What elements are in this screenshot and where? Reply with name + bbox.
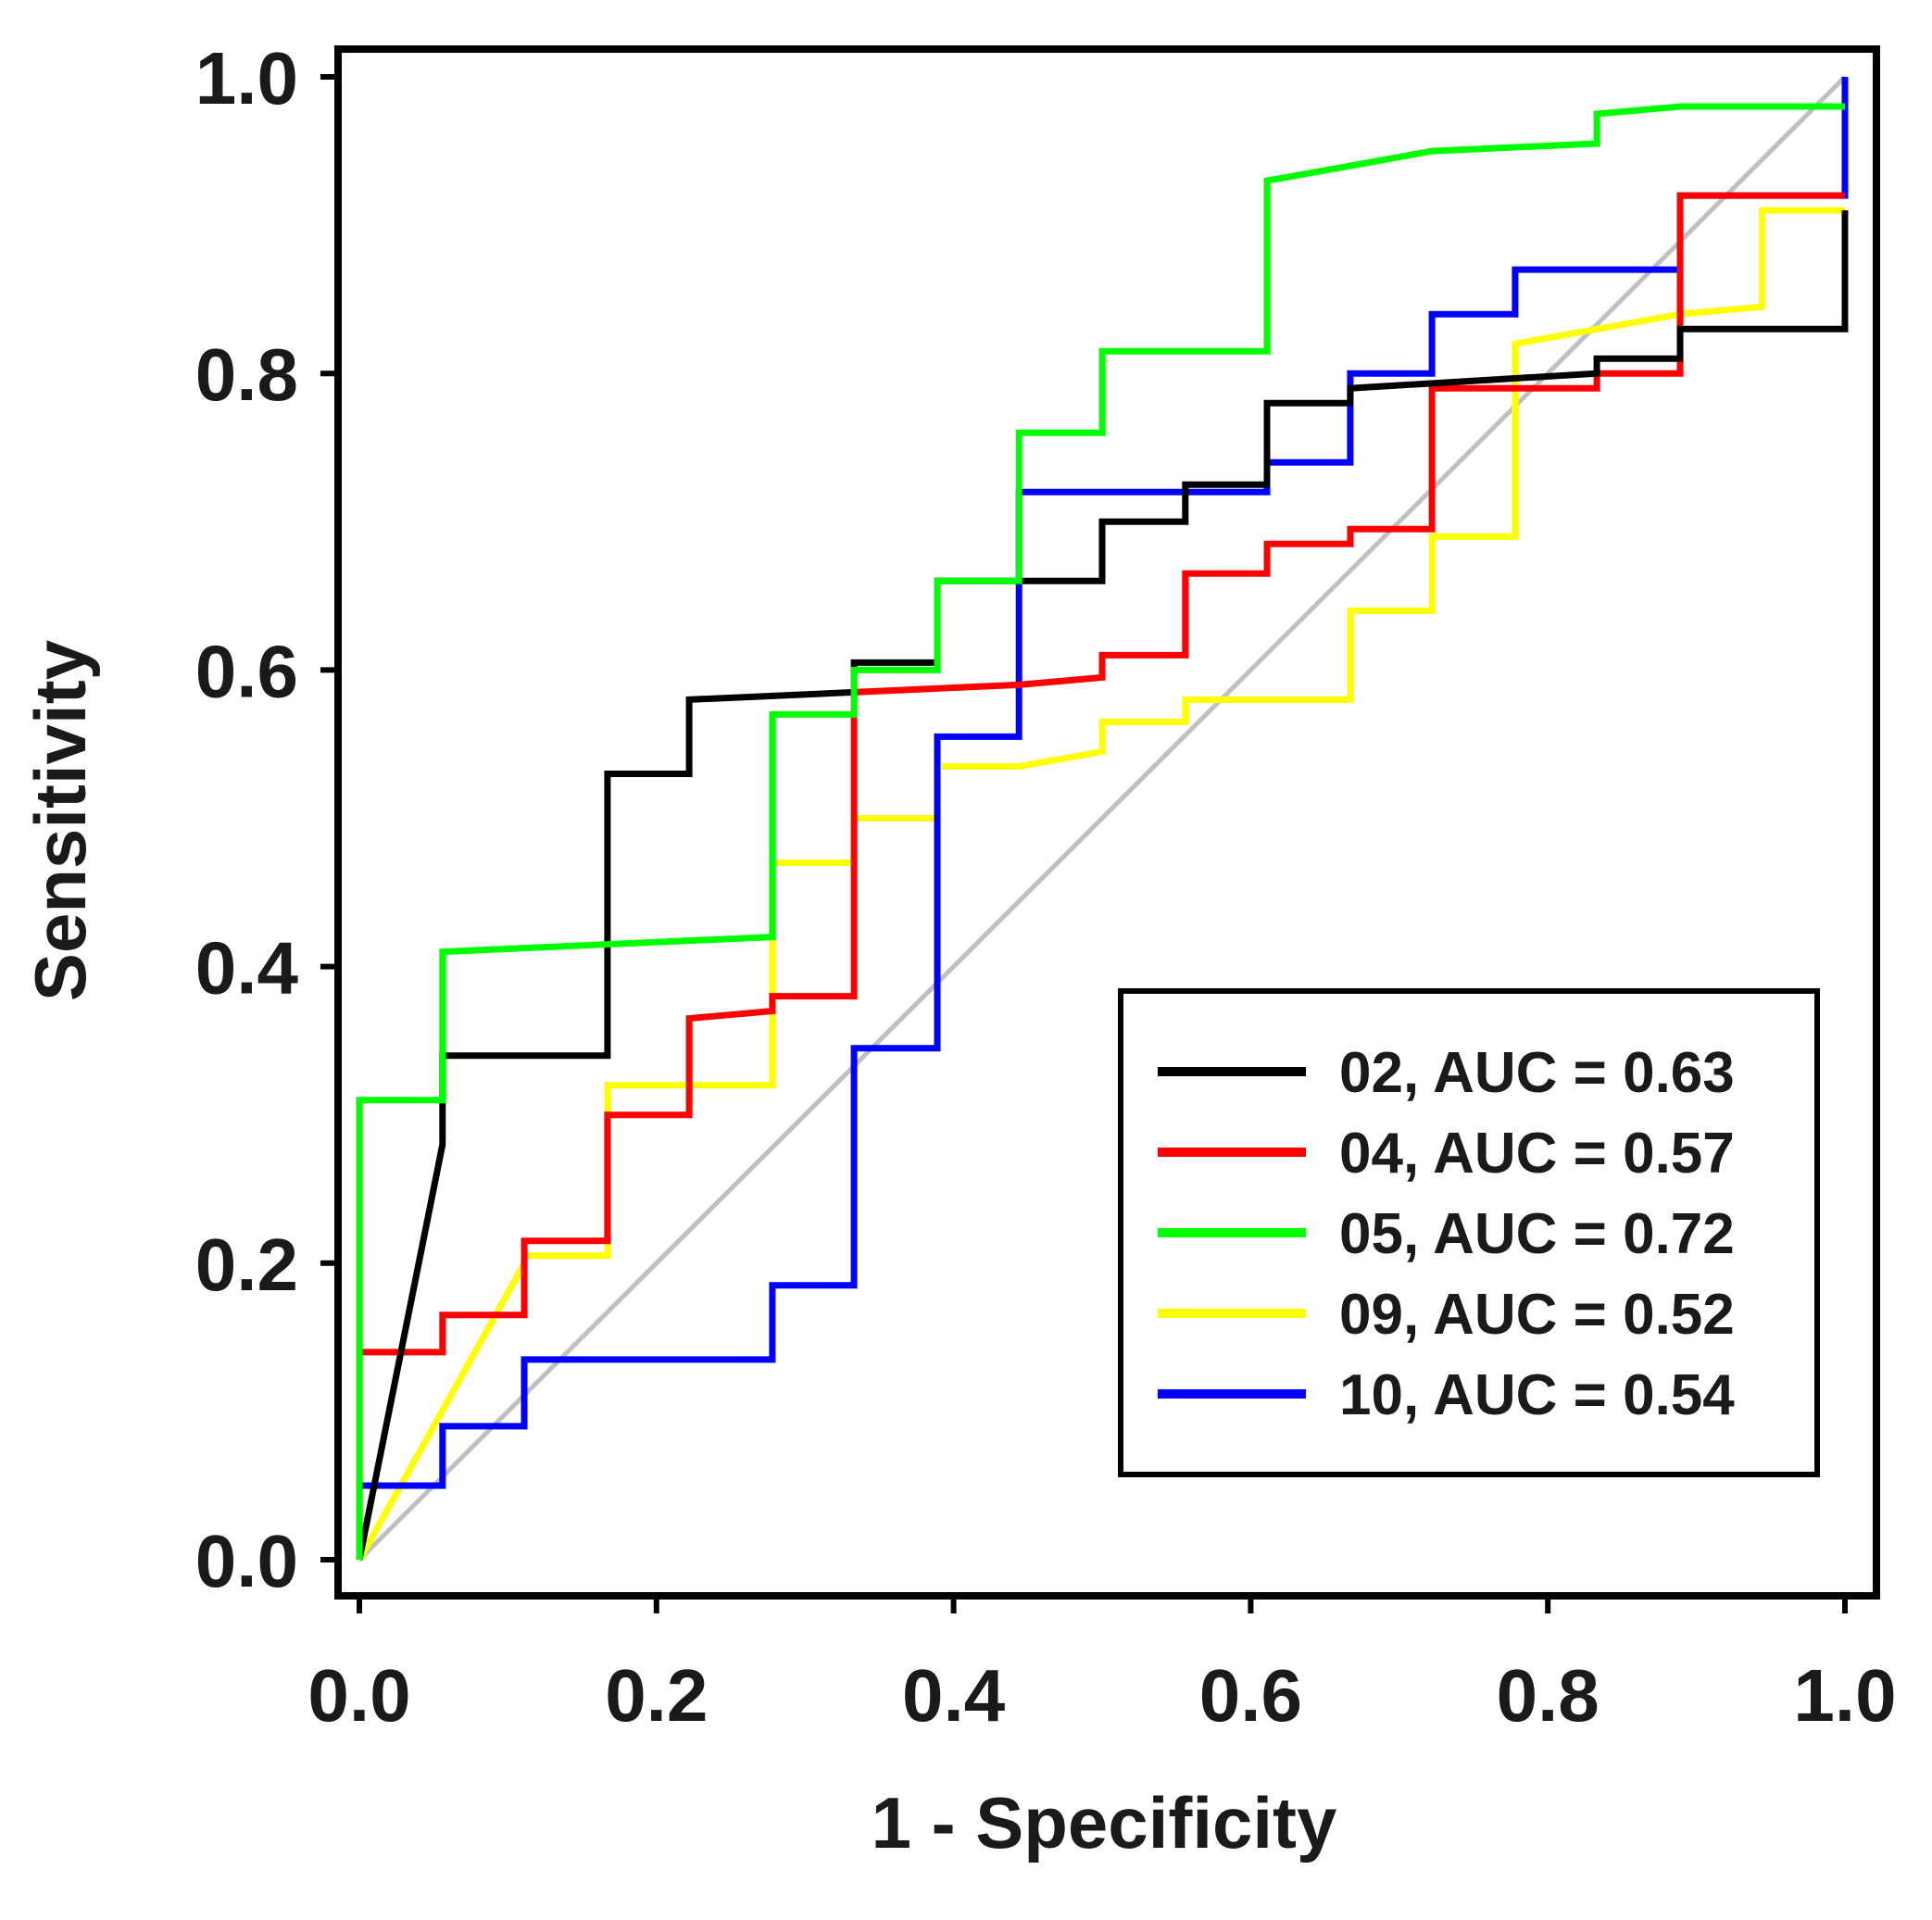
y-axis-title: Sensitivity (19, 640, 101, 1001)
axis-ticks: 0.0 0.2 0.4 0.6 0.8 1.0 0.0 0.2 0.4 0.6 0.8 1.0 (195, 37, 1897, 1737)
legend: 02, AUC = 0.63 04, AUC = 0.57 05, AUC = 0.… (1118, 988, 1820, 1477)
series-line-05 (356, 103, 1845, 1560)
x-tick-label: 0.0 (307, 1654, 410, 1737)
series-layer (356, 77, 1849, 1562)
x-tick-label: 0.6 (1199, 1654, 1302, 1737)
x-axis-title: 1 - Specificity (872, 1782, 1337, 1864)
legend-label-05: 05, AUC = 0.72 (1339, 1202, 1735, 1266)
x-tick-label: 0.4 (902, 1654, 1006, 1737)
legend-label-02: 02, AUC = 0.63 (1339, 1041, 1735, 1105)
plot-frame (334, 45, 1880, 1600)
legend-entries: 02, AUC = 0.63 04, AUC = 0.57 05, AUC = 0.… (1158, 1041, 1735, 1427)
series-line-04 (356, 192, 1845, 1560)
reference-line-layer (358, 75, 1847, 1562)
y-tick-label: 0.6 (195, 630, 298, 712)
reference-line (358, 75, 1847, 1562)
x-tick-label: 0.2 (605, 1654, 708, 1737)
x-tick-label: 0.8 (1497, 1654, 1600, 1737)
x-tick-label: 1.0 (1793, 1654, 1896, 1737)
y-tick-label: 0.0 (195, 1520, 298, 1602)
legend-label-04: 04, AUC = 0.57 (1339, 1122, 1735, 1186)
legend-label-09: 09, AUC = 0.52 (1339, 1283, 1735, 1347)
y-tick-label: 0.8 (195, 333, 298, 416)
y-tick-label: 0.2 (195, 1224, 298, 1306)
legend-label-10: 10, AUC = 0.54 (1339, 1363, 1735, 1427)
series-line-10 (356, 77, 1849, 1560)
y-tick-label: 0.4 (195, 927, 299, 1010)
series-line-02 (356, 210, 1849, 1561)
y-tick-label: 1.0 (195, 37, 298, 119)
